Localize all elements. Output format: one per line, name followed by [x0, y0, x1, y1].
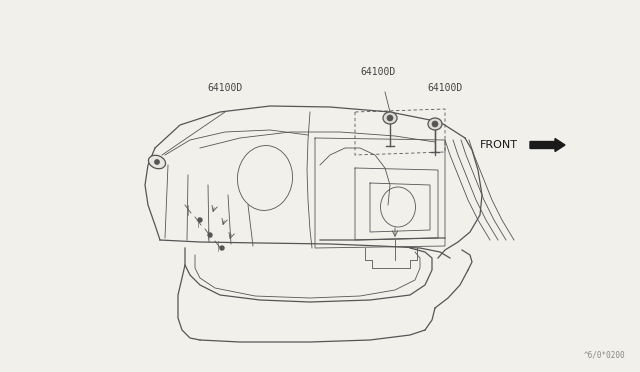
Ellipse shape — [428, 118, 442, 130]
Circle shape — [198, 218, 202, 222]
Text: 64100D: 64100D — [360, 67, 396, 77]
Circle shape — [208, 233, 212, 237]
Ellipse shape — [383, 112, 397, 124]
Text: ^6/0*0200: ^6/0*0200 — [584, 350, 625, 359]
Circle shape — [220, 246, 224, 250]
Circle shape — [432, 121, 438, 127]
Text: 64100D: 64100D — [428, 83, 463, 93]
FancyArrow shape — [530, 138, 565, 151]
Text: 64100D: 64100D — [207, 83, 243, 93]
Ellipse shape — [148, 155, 166, 169]
Circle shape — [387, 115, 393, 121]
Circle shape — [154, 160, 159, 164]
Text: FRONT: FRONT — [480, 140, 518, 150]
